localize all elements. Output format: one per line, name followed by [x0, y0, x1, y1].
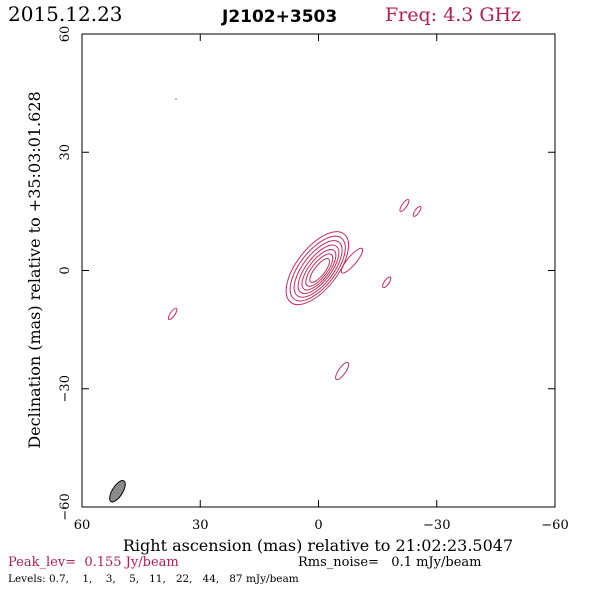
source-name: J2102+3503 [221, 7, 337, 27]
x-tick-label-2: 0 [314, 518, 322, 533]
core-contour-2 [293, 240, 343, 298]
core-contour-1 [289, 235, 346, 302]
component-contour-0 [340, 247, 364, 274]
component-contour-4 [167, 307, 178, 321]
core-contour-4 [301, 249, 337, 291]
x-tick-labels: 60 30 0 −30 −60 [74, 518, 569, 533]
core-contour-3 [297, 244, 340, 295]
beam-ellipse [109, 480, 126, 503]
peak-level: Peak_lev= 0.155 Jy/beam [8, 555, 179, 570]
x-tick-label-4: −60 [541, 518, 568, 533]
component-contour-5 [335, 361, 350, 381]
component-contour-3 [412, 205, 422, 217]
component-contour-2 [399, 198, 410, 212]
frequency-label: Freq: 4.3 GHz [385, 4, 521, 26]
observation-date: 2015.12.23 [8, 2, 123, 26]
beam-layer [109, 480, 126, 503]
y-tick-label-1: 30 [58, 144, 73, 161]
component-contour-1 [382, 276, 392, 289]
y-tick-label-4: −60 [58, 493, 73, 520]
y-axis-label: Declination (mas) relative to +35:03:01.… [25, 91, 44, 448]
x-tick-label-3: −30 [423, 518, 450, 533]
contour-layer [167, 198, 422, 381]
y-tick-label-3: −30 [58, 375, 73, 402]
y-tick-label-2: 0 [58, 266, 73, 274]
x-tick-label-0: 60 [74, 518, 91, 533]
core-contour-6 [309, 258, 331, 283]
contour-levels: Levels: 0.7, 1, 3, 5, 11, 22, 44, 87 mJy… [8, 573, 299, 585]
x-tick-label-1: 30 [192, 518, 209, 533]
x-axis-label: Right ascension (mas) relative to 21:02:… [123, 536, 513, 555]
core-contour-0 [285, 231, 350, 306]
y-tick-label-0: 60 [58, 26, 73, 43]
core-contour-5 [305, 253, 334, 287]
noise-dot [175, 98, 177, 100]
plot-frame [81, 33, 556, 508]
axis-ticks [81, 33, 556, 508]
y-tick-labels: 60 30 0 −30 −60 [58, 26, 73, 521]
rms-noise: Rms_noise= 0.1 mJy/beam [298, 555, 481, 570]
